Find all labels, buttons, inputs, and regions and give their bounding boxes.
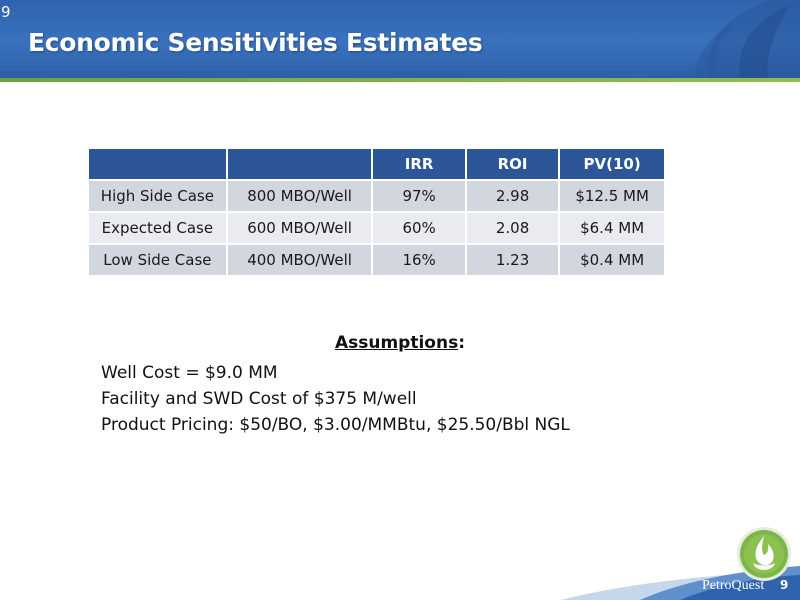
column-header	[225, 147, 374, 181]
slide-number-top: 9	[1, 3, 11, 21]
table-cell: $0.4 MM	[558, 243, 666, 277]
table-cell: High Side Case	[87, 179, 228, 213]
page-number: 9	[780, 578, 789, 592]
table-header-row: IRR ROI PV(10)	[87, 147, 666, 181]
table-cell: 1.23	[464, 243, 561, 277]
table-cell: 60%	[371, 211, 467, 245]
table-cell: $12.5 MM	[558, 179, 666, 213]
header-flame-icon	[695, 0, 800, 78]
table-cell: 800 MBO/Well	[225, 179, 374, 213]
title-banner: 9 Economic Sensitivities Estimates	[0, 0, 800, 78]
table-cell: Low Side Case	[87, 243, 228, 277]
list-item: Product Pricing: $50/BO, $3.00/MMBtu, $2…	[101, 415, 570, 435]
assumptions-heading-colon: :	[458, 333, 466, 353]
list-item: Facility and SWD Cost of $375 M/well	[101, 389, 417, 409]
list-item: Well Cost = $9.0 MM	[101, 363, 278, 383]
assumptions-heading: Assumptions:	[0, 333, 800, 353]
header-divider	[0, 78, 800, 82]
column-header	[87, 147, 228, 181]
column-header-irr: IRR	[371, 147, 467, 181]
page-title: Economic Sensitivities Estimates	[28, 28, 483, 57]
flame-logo-icon	[737, 527, 791, 581]
table-cell: 2.98	[464, 179, 561, 213]
brand-name: PetroQuest	[702, 578, 765, 593]
table-cell: 97%	[371, 179, 467, 213]
table-cell: 2.08	[464, 211, 561, 245]
table-row: High Side Case 800 MBO/Well 97% 2.98 $12…	[87, 179, 666, 213]
assumptions-heading-text: Assumptions	[334, 333, 459, 353]
table-row: Low Side Case 400 MBO/Well 16% 1.23 $0.4…	[87, 243, 666, 277]
column-header-pv10: PV(10)	[558, 147, 666, 181]
column-header-roi: ROI	[464, 147, 561, 181]
table-cell: Expected Case	[87, 211, 228, 245]
table-cell: 16%	[371, 243, 467, 277]
sensitivity-table: IRR ROI PV(10) High Side Case 800 MBO/We…	[87, 147, 666, 277]
table-cell: 400 MBO/Well	[225, 243, 374, 277]
table-row: Expected Case 600 MBO/Well 60% 2.08 $6.4…	[87, 211, 666, 245]
table-cell: $6.4 MM	[558, 211, 666, 245]
assumptions-list: Well Cost = $9.0 MM Facility and SWD Cos…	[101, 360, 570, 438]
table-cell: 600 MBO/Well	[225, 211, 374, 245]
